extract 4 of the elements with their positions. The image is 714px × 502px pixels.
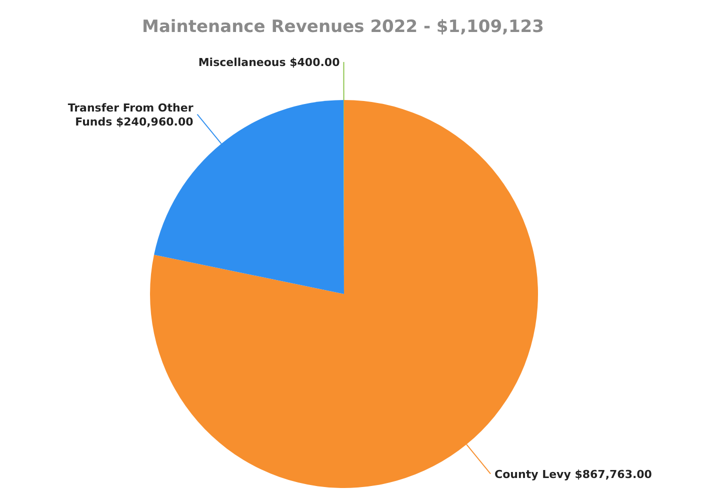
slice-label: Transfer From Other Funds $240,960.00 (68, 101, 194, 128)
slice-label: County Levy $867,763.00 (494, 468, 652, 481)
slice-label: Miscellaneous $400.00 (198, 56, 340, 69)
chart-title: Maintenance Revenues 2022 - $1,109,123 (142, 17, 544, 37)
